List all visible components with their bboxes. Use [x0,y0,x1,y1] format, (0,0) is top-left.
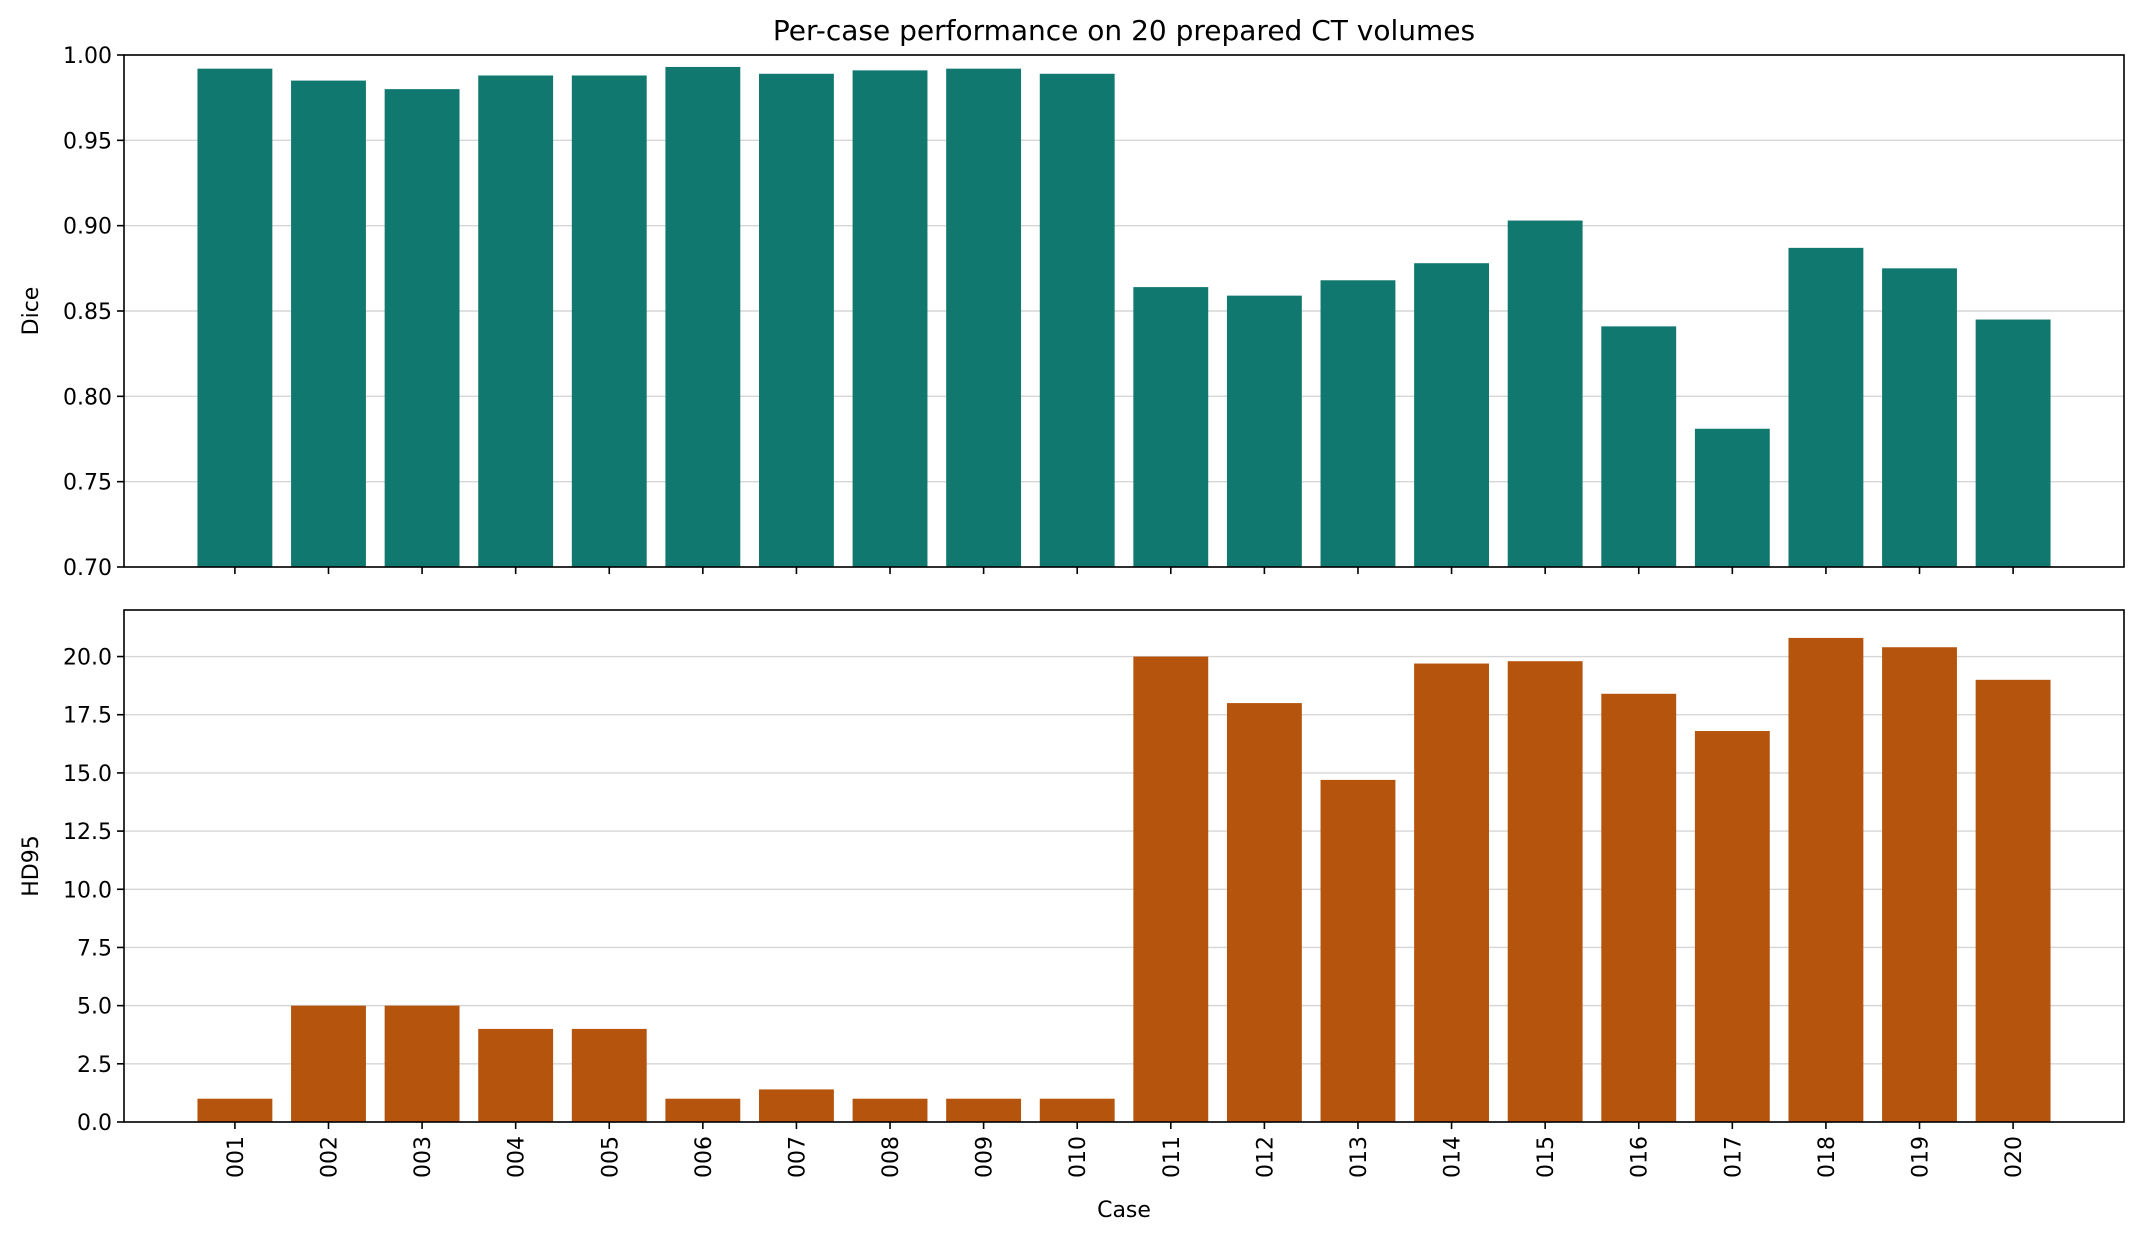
hd95-bar-012 [1226,703,1302,1122]
x-tick-label-007: 007 [785,1136,810,1178]
hd95-y-tick-label: 17.5 [63,704,112,729]
hd95-bar-020 [1975,679,2051,1122]
hd95-bar-001 [197,1098,273,1122]
hd95-y-tick-label: 5.0 [77,995,112,1020]
hd95-y-axis-label: HD95 [19,835,44,896]
dice-bar-005 [571,75,647,567]
hd95-bar-011 [1133,656,1209,1122]
dice-y-tick-label: 0.80 [63,385,112,410]
x-tick-label-017: 017 [1721,1136,1746,1178]
hd95-bar-010 [1039,1098,1115,1122]
hd95-bar-019 [1882,647,1957,1122]
chart-title: Per-case performance on 20 prepared CT v… [773,14,1475,47]
x-tick-label-004: 004 [505,1136,530,1178]
dice-bar-011 [1133,287,1209,567]
x-tick-label-014: 014 [1441,1136,1466,1178]
hd95-bar-016 [1601,693,1677,1122]
dice-y-tick-label: 1.00 [63,44,112,69]
x-tick-label-013: 013 [1347,1136,1372,1178]
dice-bar-013 [1320,280,1396,567]
x-tick-label-018: 018 [1815,1136,1840,1178]
hd95-bar-018 [1788,637,1864,1122]
hd95-bar-005 [571,1028,647,1122]
dice-bar-002 [291,80,366,567]
dice-bar-016 [1601,326,1677,567]
hd95-y-tick-label: 12.5 [63,820,112,845]
hd95-y-tick-label: 10.0 [63,878,112,903]
dice-bar-015 [1507,220,1583,567]
x-axis-label: Case [1097,1198,1151,1223]
dice-y-tick-label: 0.90 [63,215,112,240]
dice-bar-020 [1975,319,2051,567]
x-tick-label-016: 016 [1628,1136,1653,1178]
x-tick-label-006: 006 [692,1136,717,1178]
hd95-y-ticks: 0.0 2.5 5.0 7.5 10.0 12.5 15.0 17.5 20.0 [63,646,124,1136]
hd95-axes-frame [123,609,2125,1123]
hd95-bar-014 [1414,663,1489,1122]
dice-bar-001 [197,68,273,568]
dice-x-ticks [234,567,2014,574]
hd95-y-tick-label: 2.5 [77,1053,112,1078]
x-tick-label-005: 005 [598,1136,623,1178]
dice-bar-006 [665,66,741,568]
x-tick-label-011: 011 [1160,1136,1185,1178]
dice-y-tick-label: 0.75 [63,471,112,496]
x-tick-label-020: 020 [2002,1136,2027,1178]
dice-y-tick-label: 0.70 [63,556,112,581]
dice-bar-009 [946,68,1022,568]
hd95-bar-002 [291,1005,366,1122]
dice-bar-017 [1694,428,1770,567]
dice-bar-007 [759,73,834,568]
dice-y-ticks: 0.70 0.75 0.80 0.85 0.90 0.95 1.00 [63,44,124,581]
x-tick-label-009: 009 [973,1136,998,1178]
x-tick-label-019: 019 [1909,1136,1934,1178]
hd95-y-tick-label: 20.0 [63,646,112,671]
x-tick-label-008: 008 [879,1136,904,1178]
hd95-bar-013 [1320,779,1396,1122]
x-tick-label-001: 001 [224,1136,249,1178]
hd95-bar-015 [1507,661,1583,1122]
hd95-bar-017 [1694,731,1770,1122]
hd95-y-tick-label: 0.0 [77,1111,112,1136]
hd95-bar-004 [478,1028,554,1122]
hd95-bar-006 [665,1098,741,1122]
dice-bar-018 [1788,247,1864,567]
hd95-bars [197,637,2051,1122]
x-tick-label-010: 010 [1066,1136,1091,1178]
hd95-bar-007 [759,1089,834,1122]
hd95-y-tick-label: 7.5 [77,936,112,961]
dice-bar-010 [1039,73,1115,568]
hd95-panel: 0.02.55.07.510.012.515.017.520.0 001 002 0… [19,609,2125,1178]
dice-y-tick-label: 0.85 [63,300,112,325]
x-tick-label-003: 003 [411,1136,436,1178]
hd95-bar-008 [852,1098,928,1122]
dice-y-tick-label: 0.95 [63,129,112,154]
dice-bar-003 [384,89,460,567]
x-tick-label-002: 002 [317,1136,342,1178]
dice-bar-012 [1226,295,1302,567]
dice-bar-019 [1882,268,1957,567]
dice-bar-004 [478,75,554,567]
dice-panel: 0.70 0.75 0.80 0.85 0.90 0.95 1.00 Dice [19,44,2125,581]
dice-bar-014 [1414,263,1489,567]
x-tick-label-015: 015 [1534,1136,1559,1178]
dice-bar-008 [852,70,928,568]
dice-bars [197,66,2051,568]
hd95-bar-003 [384,1005,460,1122]
hd95-bar-009 [946,1098,1022,1122]
hd95-y-tick-label: 15.0 [63,762,112,787]
x-tick-label-012: 012 [1253,1136,1278,1178]
hd95-x-ticks: 001 002 003 004 005 006 007 008 009 010 011 012 013 0… [224,1122,2027,1178]
dice-y-axis-label: Dice [19,287,44,336]
